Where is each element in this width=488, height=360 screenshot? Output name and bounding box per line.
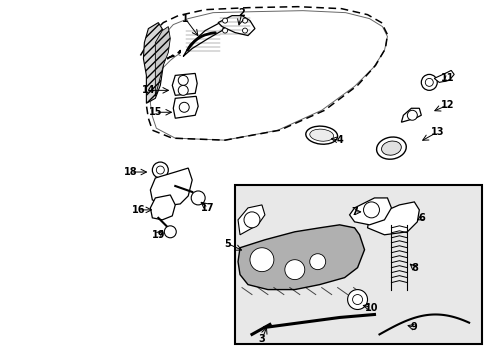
Polygon shape: [150, 195, 175, 220]
Circle shape: [179, 102, 189, 112]
Circle shape: [164, 226, 176, 238]
Text: 8: 8: [410, 263, 417, 273]
Circle shape: [152, 162, 168, 178]
Polygon shape: [172, 73, 197, 95]
Polygon shape: [143, 23, 163, 103]
Circle shape: [242, 28, 247, 33]
Text: 19: 19: [151, 230, 165, 240]
Polygon shape: [238, 205, 264, 235]
Text: 4: 4: [336, 135, 342, 145]
Circle shape: [249, 248, 273, 272]
Circle shape: [222, 18, 227, 23]
Circle shape: [191, 191, 205, 205]
Text: 17: 17: [201, 203, 214, 213]
Circle shape: [347, 289, 367, 310]
Circle shape: [309, 254, 325, 270]
Circle shape: [156, 166, 164, 174]
Ellipse shape: [309, 129, 333, 141]
Text: 2: 2: [238, 8, 245, 18]
Text: 12: 12: [440, 100, 453, 110]
Text: 14: 14: [142, 85, 155, 95]
Text: 11: 11: [440, 73, 453, 84]
Ellipse shape: [381, 141, 401, 155]
Circle shape: [178, 85, 188, 95]
Circle shape: [222, 28, 227, 33]
Polygon shape: [401, 108, 421, 122]
Polygon shape: [433, 71, 453, 82]
Text: 13: 13: [429, 127, 443, 137]
Ellipse shape: [376, 137, 406, 159]
FancyArrowPatch shape: [187, 33, 215, 50]
Circle shape: [352, 294, 362, 305]
Polygon shape: [150, 168, 192, 206]
Circle shape: [242, 18, 247, 23]
Polygon shape: [155, 27, 170, 96]
Text: 5: 5: [224, 239, 231, 249]
Text: 9: 9: [410, 323, 417, 332]
Polygon shape: [183, 23, 224, 57]
Text: 7: 7: [350, 207, 357, 217]
Circle shape: [178, 75, 188, 85]
Circle shape: [285, 260, 304, 280]
Polygon shape: [173, 96, 198, 118]
Text: 1: 1: [182, 14, 188, 24]
Polygon shape: [367, 202, 419, 235]
Circle shape: [421, 75, 436, 90]
Text: 3: 3: [258, 334, 265, 345]
Bar: [235, 185, 481, 345]
Polygon shape: [238, 225, 364, 289]
Text: 6: 6: [417, 213, 424, 223]
Polygon shape: [218, 15, 254, 36]
Text: 16: 16: [131, 205, 145, 215]
Circle shape: [407, 110, 416, 120]
Ellipse shape: [305, 126, 337, 144]
Text: 10: 10: [364, 302, 378, 312]
Circle shape: [244, 212, 260, 228]
Polygon shape: [349, 198, 390, 225]
Text: 18: 18: [123, 167, 137, 177]
Circle shape: [363, 202, 379, 218]
Text: 15: 15: [148, 107, 162, 117]
Circle shape: [425, 78, 432, 86]
